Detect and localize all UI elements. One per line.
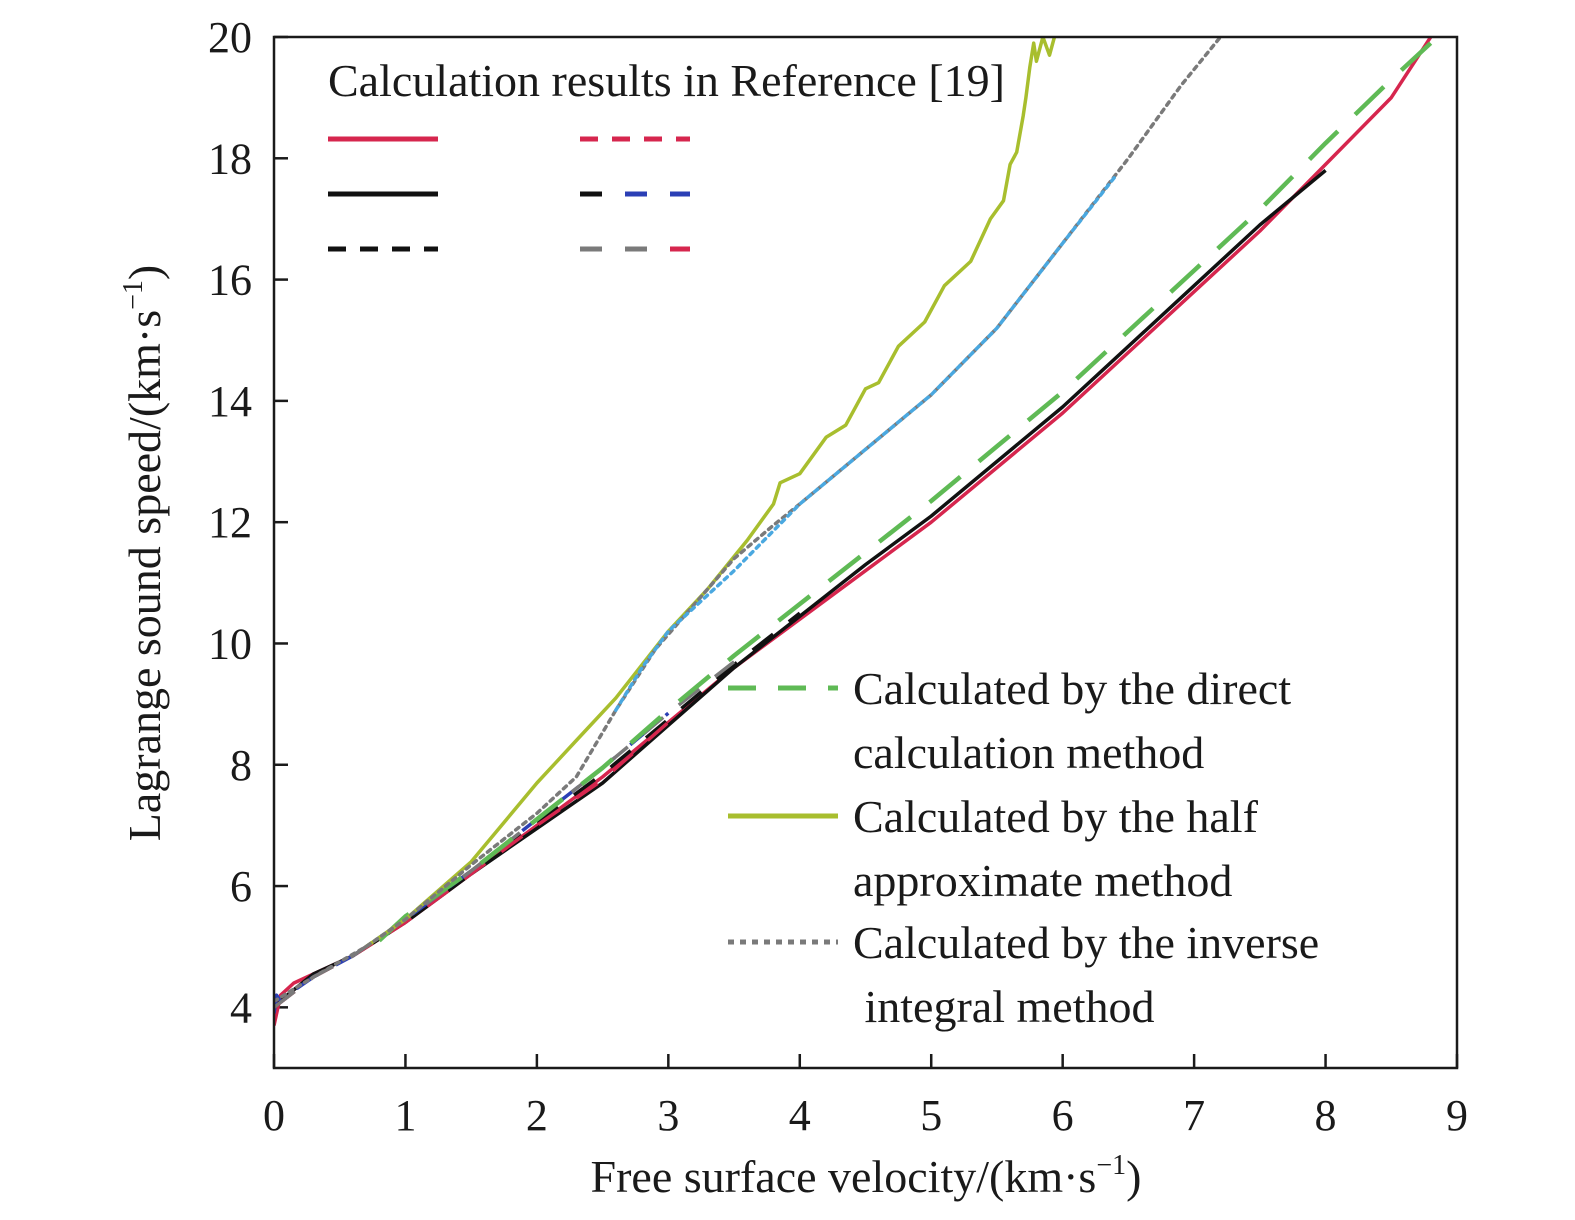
legend-label-inverse: Calculated by the inverse bbox=[853, 917, 1319, 968]
series-line-half bbox=[365, 37, 1057, 949]
legend-label-direct: calculation method bbox=[853, 727, 1204, 778]
x-tick-label: 8 bbox=[1315, 1091, 1337, 1140]
y-tick-label: 20 bbox=[208, 13, 252, 62]
y-tick-label: 10 bbox=[208, 619, 252, 668]
x-tick-label: 0 bbox=[263, 1091, 285, 1140]
y-axis-label: Lagrange sound speed/(km·s−1) bbox=[118, 265, 170, 842]
y-tick-label: 4 bbox=[230, 983, 252, 1032]
y-tick-label: 8 bbox=[230, 741, 252, 790]
y-tick-label: 16 bbox=[208, 256, 252, 305]
x-tick-label: 1 bbox=[394, 1091, 416, 1140]
y-tick-label: 12 bbox=[208, 498, 252, 547]
legend-label-half: approximate method bbox=[853, 855, 1232, 906]
series-layer bbox=[274, 37, 1441, 1026]
x-tick-label: 6 bbox=[1052, 1091, 1074, 1140]
reference-legend-title: Calculation results in Reference [19] bbox=[328, 55, 1005, 106]
series-line-inverse bbox=[274, 37, 1223, 1004]
y-tick-label: 14 bbox=[208, 377, 252, 426]
x-tick-label: 5 bbox=[920, 1091, 942, 1140]
legend: Calculated by the direct calculation meth… bbox=[728, 663, 1319, 1032]
y-tick-label: 18 bbox=[208, 134, 252, 183]
series-line-direct bbox=[377, 37, 1441, 943]
legend-label-half: Calculated by the half bbox=[853, 791, 1259, 842]
plot-frame bbox=[272, 35, 1459, 1070]
legend-label-direct: Calculated by the direct bbox=[853, 663, 1291, 714]
x-tick-label: 2 bbox=[526, 1091, 548, 1140]
x-tick-label: 9 bbox=[1446, 1091, 1468, 1140]
y-tick-label: 6 bbox=[230, 862, 252, 911]
reference-legend-swatches bbox=[328, 136, 690, 252]
x-tick-label: 7 bbox=[1183, 1091, 1205, 1140]
series-highlight-inverse-blue-tint bbox=[614, 174, 1117, 712]
x-axis-label: Free surface velocity/(km·s−1) bbox=[591, 1150, 1142, 1202]
legend-label-inverse: integral method bbox=[853, 981, 1154, 1032]
x-tick-label: 4 bbox=[789, 1091, 811, 1140]
series-line-ref-gray-dashed bbox=[274, 660, 736, 1009]
x-tick-label: 3 bbox=[657, 1091, 679, 1140]
